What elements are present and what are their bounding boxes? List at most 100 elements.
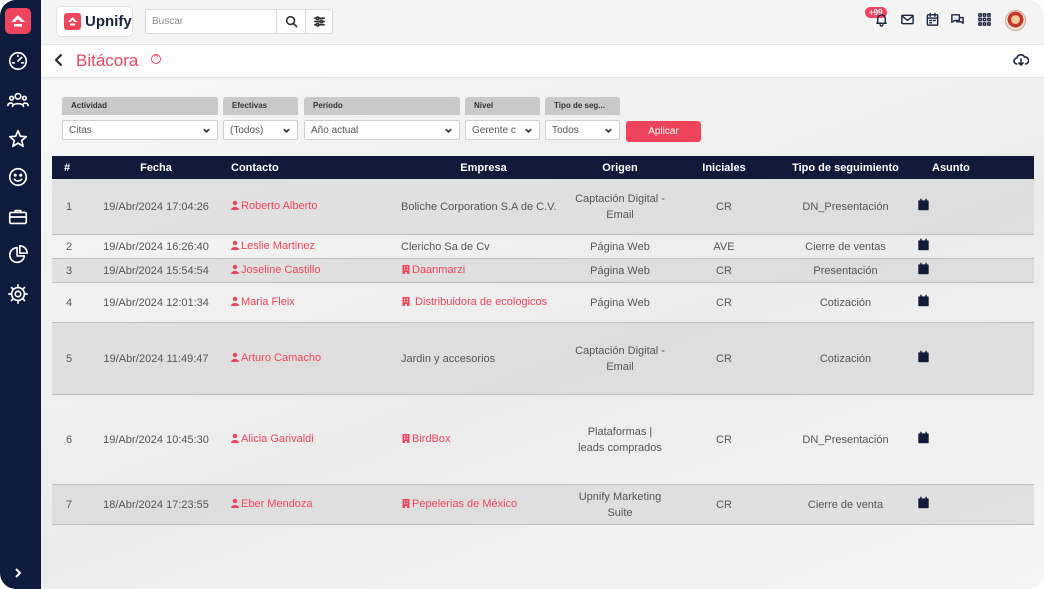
contact-link[interactable]: Alicia Garivaldi [241, 433, 314, 445]
person-icon [230, 351, 240, 367]
notification-count-badge: +99 [865, 7, 887, 18]
filter-periodo: Período Año actual [304, 97, 460, 140]
table-row[interactable]: 6 19/Abr/2024 10:45:30 Alicia Garivaldi Bir… [52, 395, 1034, 485]
column-header[interactable]: Tipo de seguimiento [792, 161, 899, 174]
cloud-download-icon[interactable] [1013, 53, 1030, 67]
contact-link[interactable]: Leslie Martinez [241, 240, 315, 252]
table-header: # Fecha Contacto Empresa Origen Iniciale… [52, 156, 1034, 179]
row-origin: Página Web [590, 264, 650, 277]
calendar-event-icon[interactable] [917, 262, 931, 276]
search-input[interactable] [146, 10, 276, 33]
company-name: Clericho Sa de Cv [401, 240, 490, 253]
company-link[interactable]: Daanmarzi [412, 264, 466, 276]
help-question-icon[interactable]: ? [151, 54, 161, 64]
contact-cell: Maria Fleix [226, 294, 396, 311]
column-header[interactable]: Iniciales [702, 161, 746, 174]
chat-bubbles-icon[interactable] [949, 11, 966, 28]
row-initials: CR [716, 200, 732, 213]
tipo-seguimiento-select[interactable]: Todos [545, 120, 620, 140]
advanced-filter-button[interactable] [305, 10, 333, 33]
chevron-down-icon [202, 126, 211, 135]
person-icon [230, 295, 240, 311]
nivel-select[interactable]: Gerente c [465, 120, 540, 140]
column-header[interactable]: # [64, 161, 71, 174]
star-icon[interactable] [6, 127, 30, 151]
company-link[interactable]: Pepelerias de México [412, 498, 518, 510]
row-initials: AVE [713, 240, 735, 253]
calendar-event-icon[interactable] [917, 431, 931, 445]
person-icon [230, 497, 240, 513]
filter-label: Efectivas [223, 97, 298, 115]
pie-chart-icon[interactable] [6, 243, 30, 267]
column-header[interactable]: Asunto [932, 161, 970, 174]
search-button[interactable] [276, 10, 305, 33]
row-origin: Captación Digital - Email [575, 344, 665, 373]
calendar-icon[interactable] [924, 11, 941, 28]
content-area: Actividad Citas Efectivas (Todos) Períod… [41, 79, 1044, 589]
expand-sidebar-chevron-icon[interactable] [11, 566, 25, 580]
dashboard-gauge-icon[interactable] [6, 49, 30, 73]
top-bar: Upnify +99 [41, 0, 1044, 45]
row-number: 4 [66, 296, 73, 309]
row-date: 19/Abr/2024 10:45:30 [103, 433, 209, 446]
person-icon [230, 239, 240, 255]
row-followup-type: DN_Presentación [802, 433, 889, 446]
column-header[interactable]: Empresa [460, 161, 507, 174]
calendar-event-icon[interactable] [917, 350, 931, 364]
company-building-icon [401, 432, 411, 448]
calendar-event-icon[interactable] [917, 496, 931, 510]
table-row[interactable]: 2 19/Abr/2024 16:26:40 Leslie Martinez Cler… [52, 235, 1034, 259]
calendar-event-icon[interactable] [917, 238, 931, 252]
filter-label: Tipo de seg... [545, 97, 620, 115]
table-row[interactable]: 1 19/Abr/2024 17:04:26 Roberto Alberto Boli… [52, 179, 1034, 235]
efectivas-select[interactable]: (Todos) [223, 120, 298, 140]
table-row[interactable]: 7 18/Abr/2024 17:23:55 Eber Mendoza Pepeler… [52, 485, 1034, 525]
actividad-select[interactable]: Citas [62, 120, 218, 140]
row-initials: CR [716, 264, 732, 277]
brand-name: Upnify [85, 13, 132, 30]
settings-gear-icon[interactable] [6, 282, 30, 306]
contact-cell: Roberto Alberto [226, 198, 396, 215]
company-link[interactable]: BirdBox [412, 433, 451, 445]
table-row[interactable]: 4 19/Abr/2024 12:01:34 Maria Fleix Distrib… [52, 283, 1034, 323]
user-avatar[interactable] [1005, 10, 1026, 31]
company-cell: BirdBox [396, 431, 571, 448]
apps-grid-icon[interactable] [976, 11, 993, 28]
smiley-icon[interactable] [6, 165, 30, 189]
contact-link[interactable]: Eber Mendoza [241, 498, 313, 510]
column-header[interactable]: Origen [602, 161, 638, 174]
subject-cell [912, 294, 1034, 312]
periodo-select[interactable]: Año actual [304, 120, 460, 140]
company-link[interactable]: Distribuidora de ecologicos [412, 296, 548, 308]
table-row[interactable]: 5 19/Abr/2024 11:49:47 Arturo Camacho Jardi… [52, 323, 1034, 395]
home-logo-icon[interactable] [5, 8, 31, 34]
calendar-event-icon[interactable] [917, 294, 931, 308]
column-header[interactable]: Fecha [140, 161, 172, 174]
contact-link[interactable]: Roberto Alberto [241, 200, 318, 212]
select-value: Año actual [311, 125, 359, 136]
contact-link[interactable]: Arturo Camacho [241, 352, 322, 364]
contacts-group-icon[interactable] [6, 88, 30, 112]
contact-link[interactable]: Maria Fleix [241, 296, 295, 308]
brand-mark-icon [64, 13, 81, 30]
brand-logo[interactable]: Upnify [56, 6, 133, 37]
contact-link[interactable]: Joseline Castillo [241, 264, 321, 276]
filter-nivel: Nivel Gerente c [465, 97, 540, 140]
column-header[interactable]: Contacto [231, 161, 279, 174]
sidebar [0, 0, 41, 589]
row-followup-type: Cierre de ventas [805, 240, 886, 253]
select-value: Gerente c [472, 125, 516, 136]
row-date: 19/Abr/2024 15:54:54 [103, 264, 209, 277]
company-name: Jardin y accesorios [401, 352, 496, 365]
bell-icon[interactable] [873, 11, 890, 28]
calendar-event-icon[interactable] [917, 198, 931, 212]
subject-cell [912, 262, 1034, 280]
briefcase-icon[interactable] [6, 205, 30, 229]
mail-icon[interactable] [899, 11, 916, 28]
apply-button[interactable]: Aplicar [626, 121, 701, 142]
select-value: (Todos) [230, 125, 264, 136]
table-row[interactable]: 3 19/Abr/2024 15:54:54 Joseline Castillo Da… [52, 259, 1034, 283]
row-origin: Página Web [590, 240, 650, 253]
back-arrow-icon[interactable] [53, 53, 67, 69]
bitacora-table: # Fecha Contacto Empresa Origen Iniciale… [52, 156, 1034, 525]
